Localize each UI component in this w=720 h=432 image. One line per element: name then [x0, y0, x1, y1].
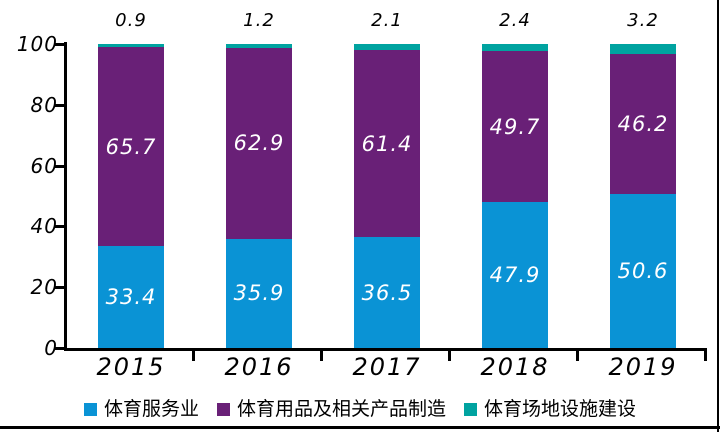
bar-stack: 50.6 46.2 3.2 — [610, 10, 676, 348]
bottom-border-line — [0, 426, 720, 429]
x-tick-mark — [320, 349, 323, 361]
bar-segment: 61.4 — [354, 50, 420, 238]
y-tick-mark — [54, 347, 65, 350]
bar-column-2018: 47.9 49.7 2.4 — [451, 10, 579, 348]
bar-segment: 50.6 — [610, 194, 676, 348]
segment-value-label: 46.2 — [617, 111, 669, 136]
legend-label: 体育服务业 — [103, 398, 199, 420]
x-category-label: 2017 — [352, 353, 422, 381]
bar-segment: 62.9 — [226, 47, 292, 239]
bar-segment — [98, 44, 164, 47]
y-tick-label: 80 — [30, 92, 58, 117]
bar-column-2016: 35.9 62.9 1.2 — [195, 10, 323, 348]
segment-value-label: 65.7 — [105, 134, 157, 159]
x-tick-mark — [448, 349, 451, 361]
above-bar-value-label: 2.4 — [499, 10, 531, 31]
x-tick-mark — [576, 349, 579, 361]
above-bar-value-label: 1.2 — [243, 10, 275, 31]
y-tick-label: 100 — [16, 32, 58, 56]
legend-item: 体育用品及相关产品制造 — [216, 398, 446, 420]
x-category-label: 2018 — [480, 353, 550, 381]
bar-segment: 46.2 — [610, 53, 676, 195]
segment-value-label: 35.9 — [233, 281, 285, 306]
bar-column-2015: 33.4 65.7 0.9 — [67, 10, 195, 348]
bar-segment: 65.7 — [98, 46, 164, 247]
segment-value-label: 33.4 — [105, 285, 157, 310]
segment-value-label: 49.7 — [489, 114, 541, 139]
bar-segment: 49.7 — [482, 51, 548, 203]
above-bar-value-label: 2.1 — [371, 10, 403, 31]
bar-segment — [226, 44, 292, 48]
bar-column-2019: 50.6 46.2 3.2 — [579, 10, 707, 348]
bar-segment: 33.4 — [98, 246, 164, 348]
bar-stack: 47.9 49.7 2.4 — [482, 10, 548, 348]
legend-swatch — [83, 402, 97, 416]
above-bar-value-label: 3.2 — [627, 10, 659, 31]
bar-segment — [354, 44, 420, 51]
bar-segment — [610, 44, 676, 54]
y-tick-mark — [54, 164, 65, 168]
legend-item: 体育场地设施建设 — [464, 398, 636, 420]
above-bar-value-label: 0.9 — [115, 10, 147, 31]
legend-label: 体育用品及相关产品制造 — [236, 398, 446, 420]
y-tick-label: 40 — [30, 214, 58, 239]
bar-stack: 33.4 65.7 0.9 — [98, 10, 164, 348]
bar-segment: 35.9 — [226, 238, 292, 348]
plot-area: 33.4 65.7 0.9 35.9 62.9 1.2 36.5 61.4 2.1 47.9 49.… — [67, 10, 707, 348]
y-tick-label: 60 — [30, 153, 58, 178]
segment-value-label: 50.6 — [617, 259, 669, 284]
legend-item: 体育服务业 — [83, 398, 199, 420]
x-tick-mark — [192, 349, 195, 361]
right-border-line — [717, 0, 719, 432]
y-tick-mark — [54, 103, 65, 107]
y-tick-mark — [54, 43, 65, 46]
y-tick-mark — [54, 286, 65, 290]
bar-segment — [482, 44, 548, 52]
segment-value-label: 47.9 — [489, 263, 541, 288]
segment-value-label: 62.9 — [233, 131, 285, 156]
bar-segment: 47.9 — [482, 202, 548, 348]
legend-swatch — [216, 402, 230, 416]
y-axis-line — [64, 42, 67, 351]
x-axis-line — [64, 348, 707, 351]
x-category-label: 2019 — [608, 353, 678, 381]
bar-stack: 35.9 62.9 1.2 — [226, 10, 292, 348]
x-axis-labels: 2015 2016 2017 2018 2019 — [67, 353, 707, 381]
bar-stack: 36.5 61.4 2.1 — [354, 10, 420, 348]
x-category-label: 2015 — [96, 353, 166, 381]
segment-value-label: 36.5 — [361, 280, 413, 305]
legend-label: 体育场地设施建设 — [484, 398, 637, 420]
x-tick-mark — [704, 349, 707, 361]
segment-value-label: 61.4 — [361, 131, 413, 156]
bar-segment: 36.5 — [354, 237, 420, 348]
y-tick-label: 20 — [30, 275, 58, 300]
legend: 体育服务业 体育用品及相关产品制造 体育场地设施建设 — [0, 398, 720, 420]
y-tick-label: 0 — [44, 336, 58, 360]
bar-column-2017: 36.5 61.4 2.1 — [323, 10, 451, 348]
x-category-label: 2016 — [224, 353, 294, 381]
y-tick-mark — [54, 225, 65, 229]
legend-swatch — [464, 402, 477, 416]
